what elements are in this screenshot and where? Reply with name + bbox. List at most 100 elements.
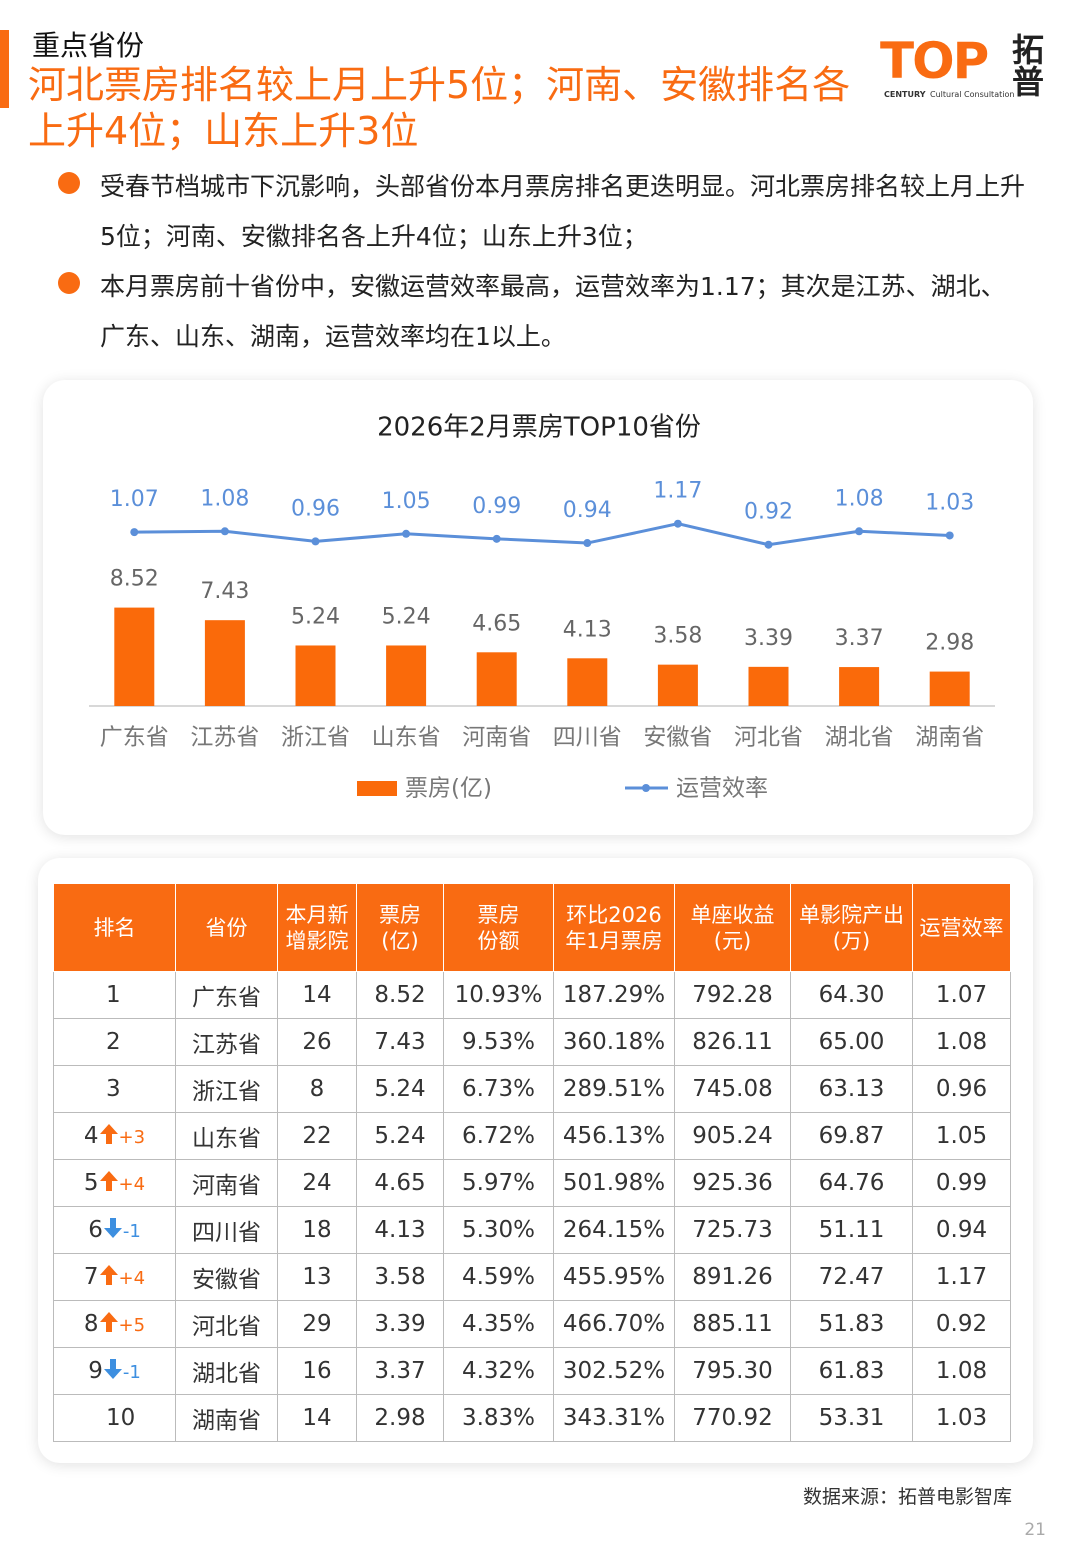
rank: 7: [83, 1264, 99, 1290]
table-cell: 0.96: [912, 1065, 1011, 1113]
x-tick-label: 河北省: [734, 725, 803, 751]
column-header: 本月新 增影院: [277, 883, 357, 972]
table-cell: 4.65: [356, 1159, 444, 1207]
table-cell: 69.87: [790, 1112, 913, 1160]
table-cell: 1.07: [912, 971, 1011, 1019]
rank-cell: 10: [53, 1394, 176, 1442]
rank: 2: [106, 1029, 121, 1055]
table-cell: 江苏省: [175, 1018, 278, 1066]
table-cell: 3.58: [356, 1253, 444, 1301]
rank-cell: 3: [53, 1065, 176, 1113]
table-cell: 792.28: [674, 971, 791, 1019]
table-cell: 9.53%: [443, 1018, 554, 1066]
table-cell: 745.08: [674, 1065, 791, 1113]
bullet-dot: [58, 272, 80, 294]
x-tick-label: 湖北省: [825, 725, 894, 751]
line-point: [673, 519, 682, 528]
table-cell: 8: [277, 1065, 357, 1113]
column-header: 票房 份额: [443, 883, 554, 972]
accent-bar: [0, 30, 9, 108]
rank-change: +4: [118, 1174, 146, 1195]
legend-swatch: [357, 781, 397, 796]
table-cell: 4.32%: [443, 1347, 554, 1395]
table-cell: 5.97%: [443, 1159, 554, 1207]
table-cell: 6.72%: [443, 1112, 554, 1160]
x-tick-label: 广东省: [100, 725, 169, 751]
line-point: [492, 534, 501, 543]
table-cell: 四川省: [175, 1206, 278, 1254]
table-cell: 3.37: [356, 1347, 444, 1395]
data-label: 5.24: [291, 604, 340, 629]
data-label: 0.92: [744, 500, 793, 525]
rank-change: +4: [118, 1268, 146, 1289]
table-cell: 4.13: [356, 1206, 444, 1254]
line-point: [945, 531, 954, 540]
data-label: 1.08: [835, 486, 884, 511]
table-cell: 187.29%: [553, 971, 675, 1019]
table-cell: 905.24: [674, 1112, 791, 1160]
legend-swatch: [642, 784, 650, 792]
logo-sub1: CENTURY: [884, 90, 926, 99]
column-header: 运营效率: [912, 883, 1011, 972]
table-cell: 795.30: [674, 1347, 791, 1395]
logo: TOP 拓普 CENTURY Cultural Consultation: [880, 32, 1060, 102]
data-label: 7.43: [200, 579, 249, 604]
table-cell: 64.76: [790, 1159, 913, 1207]
rank: 6: [88, 1217, 103, 1243]
bar: [295, 645, 336, 706]
line-point: [855, 527, 864, 536]
chart-card: 2026年2月票房TOP10省份 广东省 江苏省 浙江省 山东省 河南省 四川省 安徽省 河北…: [43, 380, 1033, 835]
table-cell: 4.35%: [443, 1300, 554, 1348]
data-label: 1.07: [110, 487, 159, 512]
logo-main: TOP: [880, 32, 989, 90]
table-cell: 51.11: [790, 1206, 913, 1254]
rank-change: +5: [118, 1315, 146, 1336]
table-cell: 5.24: [356, 1065, 444, 1113]
table-cell: 18: [277, 1206, 357, 1254]
rank: 10: [106, 1405, 136, 1431]
table-cell: 3.39: [356, 1300, 444, 1348]
logo-cn: 拓普: [1012, 31, 1045, 101]
table-cell: 16: [277, 1347, 357, 1395]
table-cell: 13: [277, 1253, 357, 1301]
data-label: 0.99: [472, 494, 521, 519]
table-cell: 1.03: [912, 1394, 1011, 1442]
table-cell: 29: [277, 1300, 357, 1348]
table-cell: 河北省: [175, 1300, 278, 1348]
table-cell: 0.99: [912, 1159, 1011, 1207]
rank-cell: 5 +4: [53, 1159, 176, 1207]
table-cell: 山东省: [175, 1112, 278, 1160]
line-point: [402, 529, 411, 538]
arrow-shape: [99, 1265, 118, 1285]
table-cell: 1.05: [912, 1112, 1011, 1160]
data-label: 3.58: [653, 624, 702, 649]
bar: [114, 607, 155, 706]
table-cell: 26: [277, 1018, 357, 1066]
table-cell: 343.31%: [553, 1394, 675, 1442]
table-cell: 0.94: [912, 1206, 1011, 1254]
table-cell: 1.08: [912, 1347, 1011, 1395]
data-label: 1.17: [653, 479, 702, 504]
table-cell: 456.13%: [553, 1112, 675, 1160]
data-label: 4.13: [563, 617, 612, 642]
table-cell: 725.73: [674, 1206, 791, 1254]
data-label: 1.03: [925, 490, 974, 515]
table-row: 4 +3 山东省 22 5.24 6.72% 456.13% 905.24 69.87 1.05: [53, 1112, 1011, 1160]
table-cell: 64.30: [790, 971, 913, 1019]
arrow-shape: [99, 1124, 118, 1144]
table-cell: 826.11: [674, 1018, 791, 1066]
rank: 4: [83, 1123, 99, 1149]
arrow-shape: [99, 1312, 118, 1332]
bar: [386, 645, 427, 706]
table-cell: 10.93%: [443, 971, 554, 1019]
rank-cell: 2: [53, 1018, 176, 1066]
data-label: 8.52: [110, 567, 159, 592]
table-cell: 7.43: [356, 1018, 444, 1066]
arrow-shape: [103, 1359, 122, 1379]
table-row: 6 -1 四川省 18 4.13 5.30% 264.15% 725.73 51.11 0.94: [53, 1206, 1011, 1254]
table-cell: 65.00: [790, 1018, 913, 1066]
table-cell: 4.59%: [443, 1253, 554, 1301]
table-cell: 63.13: [790, 1065, 913, 1113]
rank-cell: 7 +4: [53, 1253, 176, 1301]
table-row: 2 江苏省 26 7.43 9.53% 360.18% 826.11 65.00 1.08: [53, 1018, 1011, 1066]
